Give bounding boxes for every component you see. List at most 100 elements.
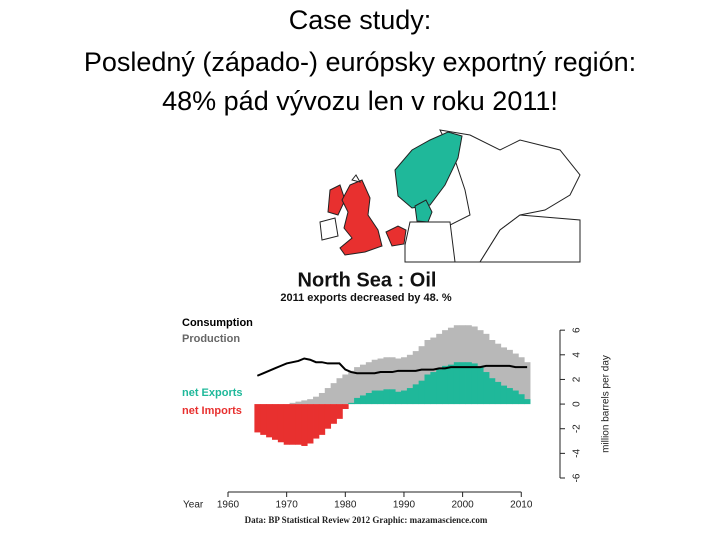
net-import-bar: [330, 404, 337, 424]
y-tick-label: 0: [572, 401, 583, 407]
net-export-bar: [471, 363, 478, 405]
net-import-bar: [295, 404, 302, 445]
source-note: Data: BP Statistical Review 2012 Graphic…: [245, 515, 488, 525]
production-bar: [524, 362, 531, 405]
slide-title: Case study:: [289, 5, 432, 35]
production-bar: [313, 396, 320, 405]
legend-label: net Imports: [182, 405, 242, 417]
net-export-bar: [489, 378, 496, 405]
net-import-bar: [324, 404, 332, 429]
net-export-bar: [436, 369, 443, 405]
net-export-bar: [512, 390, 519, 405]
net-export-bar: [465, 362, 472, 405]
production-bar: [430, 337, 437, 405]
net-export-bar: [500, 385, 508, 405]
net-import-bar: [318, 404, 326, 435]
net-export-bar: [389, 389, 396, 405]
legend-label: net Exports: [182, 387, 243, 399]
production-bar: [383, 357, 390, 405]
x-tick-label: 1960: [217, 500, 240, 511]
production-bar: [354, 367, 361, 405]
net-export-bar: [506, 388, 513, 405]
net-import-bar: [260, 404, 267, 435]
chart-title: North Sea : Oil: [298, 269, 437, 291]
production-bar: [318, 392, 326, 405]
net-export-bar: [477, 367, 484, 405]
production-bar: [365, 362, 373, 405]
production-bar: [483, 333, 490, 405]
production-bar: [307, 399, 314, 405]
net-export-bar: [494, 381, 502, 405]
production-bar: [342, 374, 349, 405]
net-export-bar: [442, 365, 449, 405]
y-tick-label: -2: [572, 424, 583, 433]
y-tick-label: 4: [572, 352, 583, 358]
production-bar: [518, 357, 525, 405]
net-export-bar: [359, 395, 367, 405]
production-bar: [359, 364, 367, 405]
slide-title: 48% pád vývozu len v roku 2011!: [162, 86, 558, 116]
production-bar: [348, 370, 355, 405]
net-export-bar: [348, 402, 355, 405]
net-export-bar: [365, 392, 373, 405]
production-bar: [401, 357, 408, 405]
production-bar: [500, 347, 508, 405]
y-tick-label: 2: [572, 376, 583, 382]
y-tick-label: -6: [572, 473, 583, 482]
net-import-bar: [277, 404, 285, 443]
production-bar: [289, 402, 296, 405]
net-import-bar: [301, 404, 308, 446]
net-export-bar: [401, 390, 408, 405]
map: [319, 129, 581, 263]
production-bar: [406, 354, 414, 405]
production-bar: [324, 388, 332, 405]
production-bar: [512, 353, 519, 405]
net-export-bar: [383, 389, 390, 405]
production-bar: [418, 346, 425, 405]
net-export-bar: [406, 388, 414, 405]
x-tick-label: 1990: [393, 500, 416, 511]
x-tick-label: 2010: [510, 500, 533, 511]
production-bar: [389, 357, 396, 405]
net-import-bar: [266, 404, 273, 438]
production-bar: [506, 349, 513, 405]
y-axis-label: million barrels per day: [601, 355, 612, 453]
net-import-bar: [336, 404, 343, 419]
net-export-bar: [418, 380, 425, 405]
production-bar: [424, 340, 431, 405]
net-export-bar: [447, 364, 455, 405]
net-export-bar: [453, 362, 461, 405]
net-export-bar: [371, 390, 378, 405]
production-bar: [330, 383, 337, 405]
net-import-bar: [342, 404, 349, 410]
chart-subtitle: 2011 exports decreased by 48. %: [280, 292, 451, 304]
production-bar: [395, 358, 402, 405]
x-tick-label: 1980: [334, 500, 357, 511]
net-import-bar: [254, 404, 261, 433]
net-import-bar: [271, 404, 279, 440]
production-bar: [412, 351, 420, 405]
net-export-bar: [518, 394, 525, 405]
y-tick-label: 6: [572, 327, 583, 333]
production-bar: [489, 340, 496, 405]
production-bar: [377, 358, 384, 405]
production-bar: [301, 400, 308, 405]
net-export-bar: [377, 390, 384, 405]
net-import-bar: [313, 404, 320, 439]
x-axis-label: Year: [183, 500, 204, 511]
legend-label: Consumption: [182, 317, 253, 329]
consumption-line: [256, 357, 528, 377]
net-export-bar: [424, 374, 431, 405]
x-tick-label: 1970: [276, 500, 299, 511]
production-bar: [295, 401, 302, 405]
net-export-bar: [483, 372, 490, 405]
legend-label: Production: [182, 333, 240, 345]
net-import-bar: [283, 404, 290, 445]
net-export-bar: [354, 397, 361, 405]
production-bar: [371, 359, 378, 405]
net-import-bar: [289, 404, 296, 445]
x-tick-label: 2000: [451, 500, 474, 511]
net-export-bar: [430, 372, 437, 405]
production-bar: [494, 343, 502, 405]
